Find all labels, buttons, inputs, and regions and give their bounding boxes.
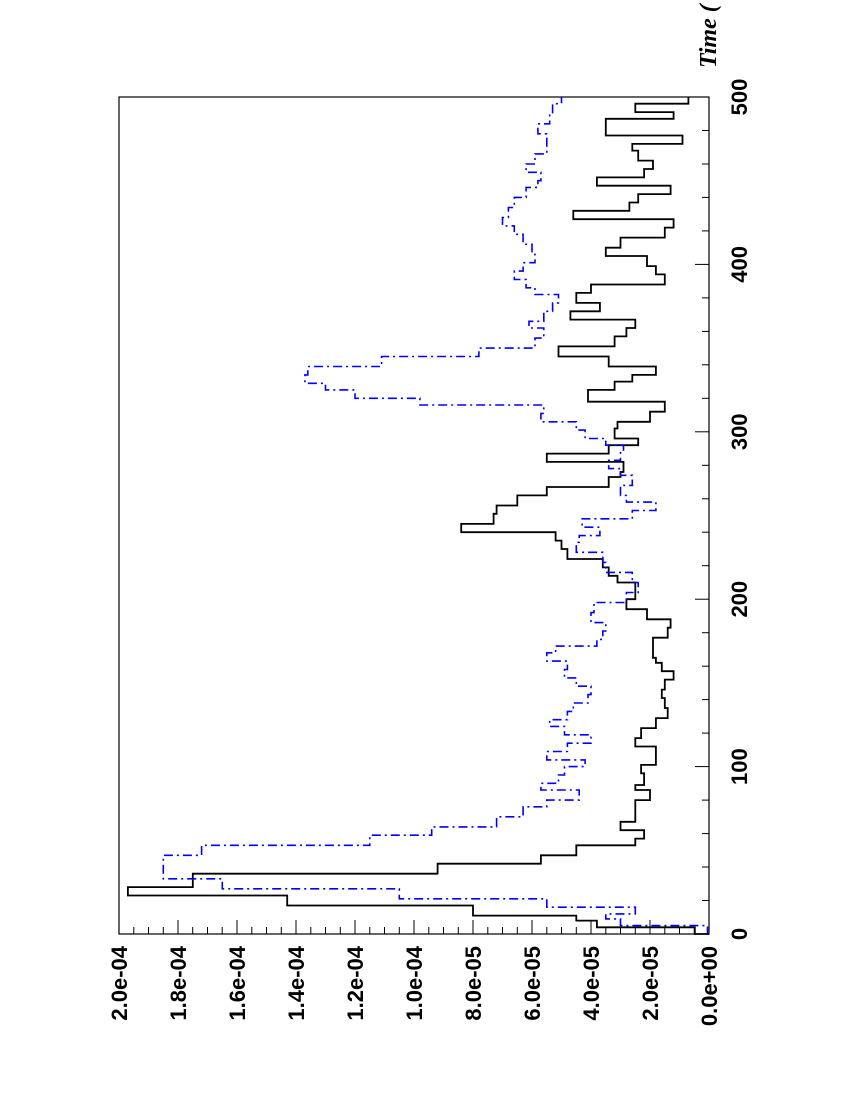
y-tick-label: 8.0e-05 [461, 946, 486, 1021]
y-tick-label: 4.0e-05 [579, 946, 604, 1021]
y-tick-label: 1.6e-04 [225, 945, 250, 1020]
plot-frame [118, 96, 710, 935]
y-tick-label: 2.0e-04 [107, 945, 132, 1020]
y-tick-label: 2.0e-05 [638, 946, 663, 1021]
series-layer [127, 97, 709, 935]
series-line-dash-dot [162, 97, 709, 935]
x-tick-label: 0 [727, 928, 752, 940]
y-tick-label: 6.0e-05 [520, 946, 545, 1021]
y-tick-label: 1.2e-04 [343, 945, 368, 1020]
y-axis: 0.0e+00 2.0e-05 4.0e-05 6.0e-05 8.0e-05 1.0e-… [107, 920, 722, 1026]
x-tick-label: 200 [727, 581, 752, 618]
x-tick-label: 500 [727, 79, 752, 116]
x-axis-title: Time ( [696, 2, 722, 68]
y-tick-label: 0.0e+00 [697, 946, 722, 1026]
x-axis: 0 100 200 300 400 500 [695, 79, 752, 940]
x-tick-label: 300 [727, 413, 752, 450]
y-tick-label: 1.4e-04 [284, 945, 309, 1020]
x-tick-label: 100 [727, 748, 752, 785]
series-line-solid [127, 97, 709, 935]
y-tick-label: 1.0e-04 [402, 945, 427, 1020]
y-tick-label: 1.8e-04 [166, 945, 191, 1020]
x-tick-label: 400 [727, 246, 752, 283]
